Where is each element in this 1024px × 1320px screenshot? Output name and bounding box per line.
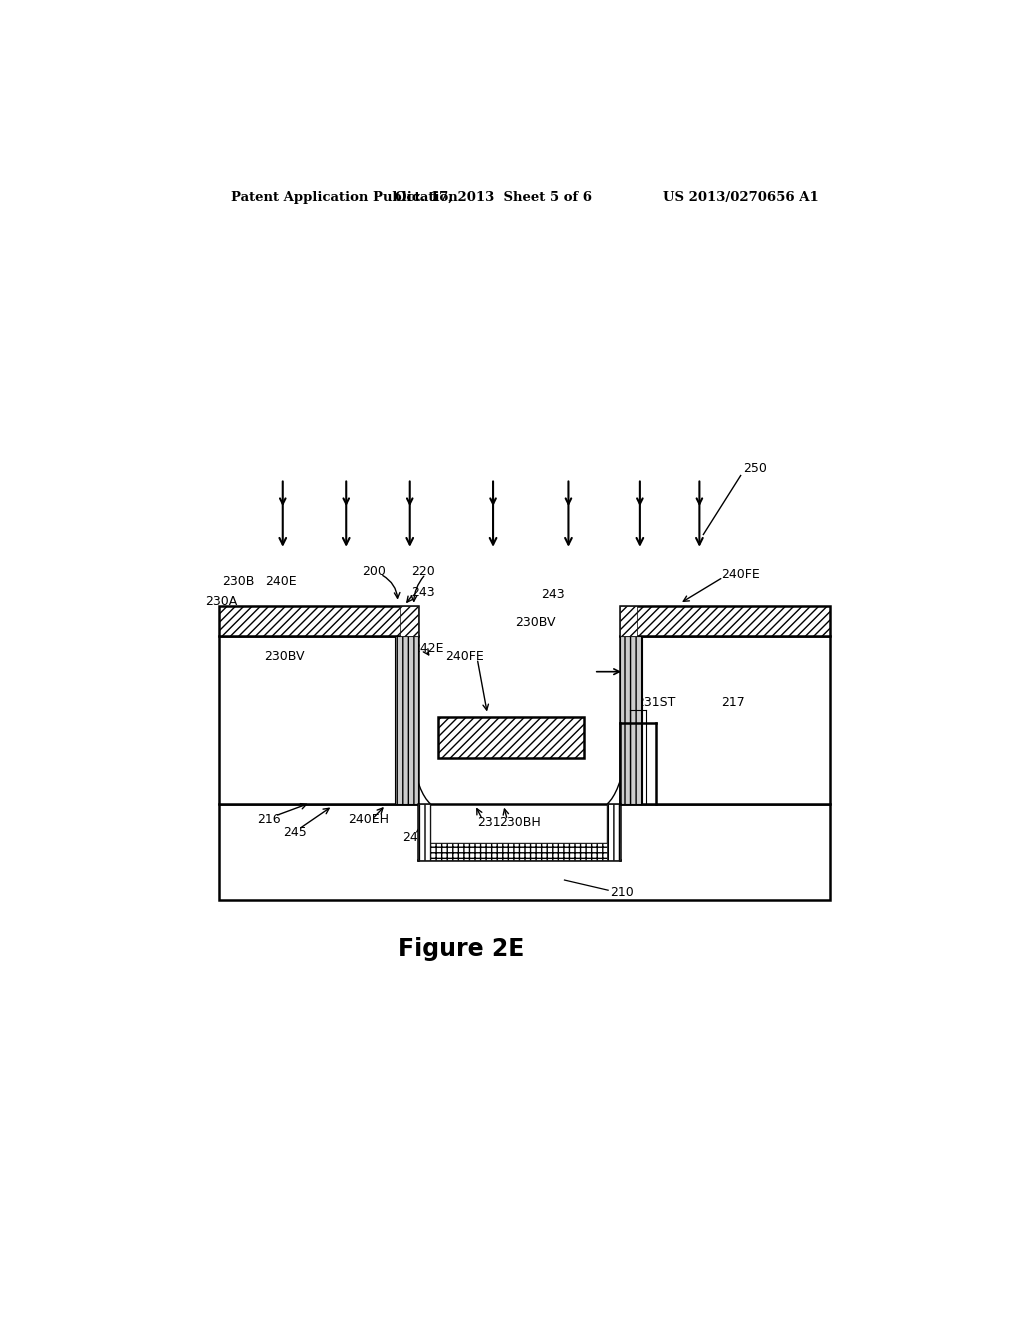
- Text: 217: 217: [722, 696, 745, 709]
- Text: 216: 216: [257, 813, 281, 825]
- Text: 243: 243: [412, 586, 435, 599]
- Bar: [620, 606, 830, 636]
- Bar: [418, 843, 621, 859]
- Text: 245: 245: [284, 826, 307, 838]
- Text: 240EH: 240EH: [348, 813, 389, 825]
- Text: 240FE: 240FE: [445, 649, 484, 663]
- Text: 210: 210: [610, 886, 634, 899]
- Bar: [400, 606, 418, 636]
- Text: Figure 2E: Figure 2E: [398, 937, 524, 961]
- Bar: [219, 804, 830, 900]
- Text: 230A: 230A: [205, 595, 238, 609]
- Text: Oct. 17, 2013  Sheet 5 of 6: Oct. 17, 2013 Sheet 5 of 6: [394, 190, 592, 203]
- Bar: [620, 606, 638, 636]
- Text: 230BV: 230BV: [515, 616, 556, 630]
- Bar: [418, 804, 430, 859]
- Bar: [437, 718, 585, 758]
- Bar: [620, 636, 642, 804]
- Bar: [219, 636, 418, 804]
- Text: 230BV: 230BV: [264, 649, 305, 663]
- Bar: [620, 636, 830, 804]
- Text: 240E: 240E: [265, 574, 297, 587]
- Text: 240FE: 240FE: [722, 568, 761, 581]
- Text: 243: 243: [541, 587, 564, 601]
- Text: 200: 200: [362, 565, 386, 578]
- Bar: [607, 804, 620, 859]
- Text: 247: 247: [401, 830, 426, 843]
- Text: 230BH: 230BH: [500, 816, 541, 829]
- Bar: [395, 636, 418, 804]
- Text: 231ST: 231ST: [636, 696, 675, 709]
- Text: 231: 231: [477, 816, 501, 829]
- Text: 242E: 242E: [412, 642, 443, 655]
- Text: Patent Application Publication: Patent Application Publication: [231, 190, 458, 203]
- Text: 250: 250: [743, 462, 767, 475]
- Text: 220: 220: [412, 565, 435, 578]
- Text: US 2013/0270656 A1: US 2013/0270656 A1: [663, 190, 818, 203]
- Bar: [219, 606, 418, 636]
- Text: 230B: 230B: [221, 574, 254, 587]
